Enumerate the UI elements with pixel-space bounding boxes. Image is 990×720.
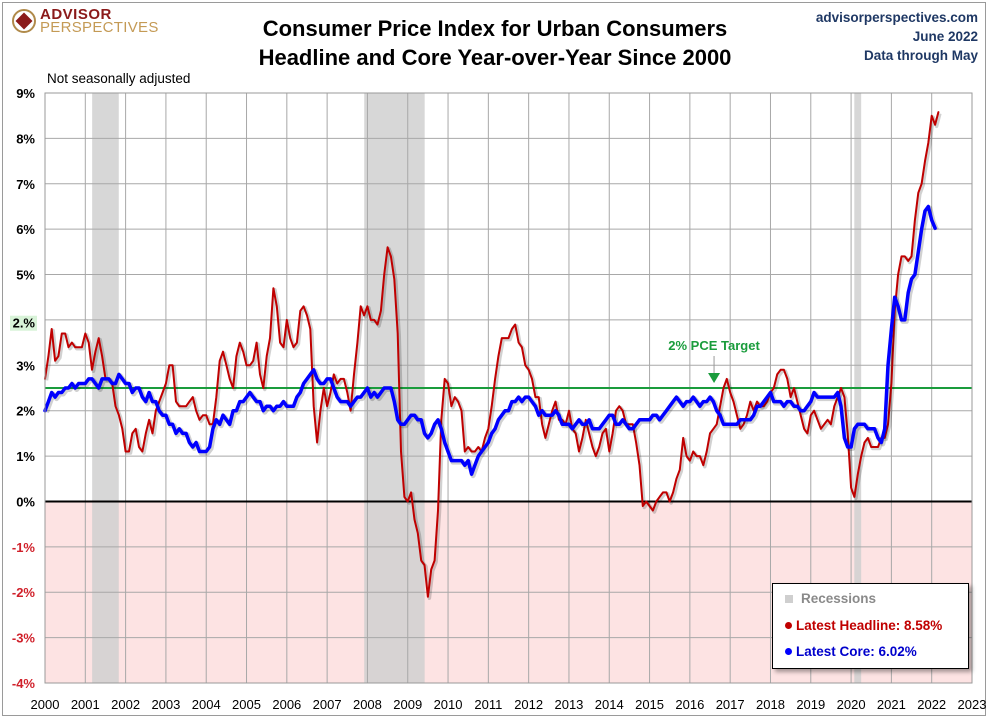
chart-title: Consumer Price Index for Urban Consumers… <box>0 14 990 72</box>
legend-headline: Latest Headline: 8.58% <box>785 618 942 633</box>
y-tick-label: 8% <box>16 131 35 146</box>
core-dot-icon <box>785 648 792 655</box>
x-tick-label: 2023 <box>958 697 987 712</box>
recession-swatch-icon <box>785 594 793 603</box>
legend: Recessions Latest Headline: 8.58% Latest… <box>772 583 969 669</box>
x-tick-label: 2020 <box>837 697 866 712</box>
y-tick-label: -4% <box>12 676 36 691</box>
x-tick-label: 2010 <box>434 697 463 712</box>
x-tick-label: 2018 <box>756 697 785 712</box>
x-tick-label: 2021 <box>877 697 906 712</box>
y-tick-label: 5% <box>16 268 35 283</box>
x-tick-label: 2007 <box>313 697 342 712</box>
x-tick-label: 2016 <box>675 697 704 712</box>
x-tick-label: 2008 <box>353 697 382 712</box>
headline-dot-icon <box>785 622 792 629</box>
y-tick-label: 0% <box>16 494 35 509</box>
x-tick-label: 2017 <box>716 697 745 712</box>
x-tick-label: 2005 <box>232 697 261 712</box>
core-cpi-line <box>43 204 937 476</box>
x-tick-label: 2000 <box>31 697 60 712</box>
x-tick-label: 2003 <box>151 697 180 712</box>
x-tick-label: 2012 <box>514 697 543 712</box>
pce-target-label: 2% PCE Target <box>668 338 760 353</box>
publish-date: June 2022 <box>912 29 978 44</box>
x-tick-label: 2013 <box>554 697 583 712</box>
y-tick-label: 7% <box>16 177 35 192</box>
y-tick-label: 9% <box>16 86 35 101</box>
x-tick-label: 2001 <box>71 697 100 712</box>
y-tick-label: 1% <box>16 449 35 464</box>
x-tick-label: 2009 <box>393 697 422 712</box>
source-info: advisorperspectives.com June 2022 Data t… <box>816 8 978 65</box>
legend-recessions: Recessions <box>785 591 876 606</box>
x-tick-label: 2011 <box>474 697 502 712</box>
target-axis-label: 2.% <box>13 316 36 331</box>
y-tick-label: 3% <box>16 358 35 373</box>
logo-line2: PERSPECTIVES <box>40 19 159 36</box>
logo-line1: ADVISOR <box>40 6 112 23</box>
site-name: advisorperspectives.com <box>815 10 978 25</box>
x-tick-label: 2006 <box>272 697 301 712</box>
x-tick-label: 2014 <box>595 697 624 712</box>
data-through: Data through May <box>863 48 978 63</box>
compass-icon <box>12 9 36 33</box>
legend-core: Latest Core: 6.02% <box>785 644 917 659</box>
x-tick-label: 2002 <box>111 697 140 712</box>
x-tick-label: 2004 <box>192 697 221 712</box>
pce-target-arrow-icon <box>708 373 721 383</box>
headline-cpi-line <box>44 111 940 598</box>
y-tick-label: -3% <box>12 631 36 646</box>
title-line2: Headline and Core Year-over-Year Since 2… <box>258 45 732 70</box>
y-tick-label: -1% <box>12 540 36 555</box>
plot-border <box>44 92 973 684</box>
x-tick-label: 2019 <box>796 697 825 712</box>
headline-cpi-line-shadow <box>44 113 942 601</box>
x-tick-label: 2015 <box>635 697 664 712</box>
core-cpi-line-shadow <box>44 205 939 479</box>
title-line1: Consumer Price Index for Urban Consumers <box>262 16 728 41</box>
advisor-perspectives-logo: ADVISOR PERSPECTIVES <box>12 6 159 36</box>
y-tick-label: -2% <box>12 585 36 600</box>
target-axis-label-bg <box>10 315 37 331</box>
y-tick-label: 2% <box>16 404 35 419</box>
x-tick-label: 2022 <box>917 697 946 712</box>
seasonal-note: Not seasonally adjusted <box>47 71 191 86</box>
y-tick-label: 6% <box>16 222 35 237</box>
